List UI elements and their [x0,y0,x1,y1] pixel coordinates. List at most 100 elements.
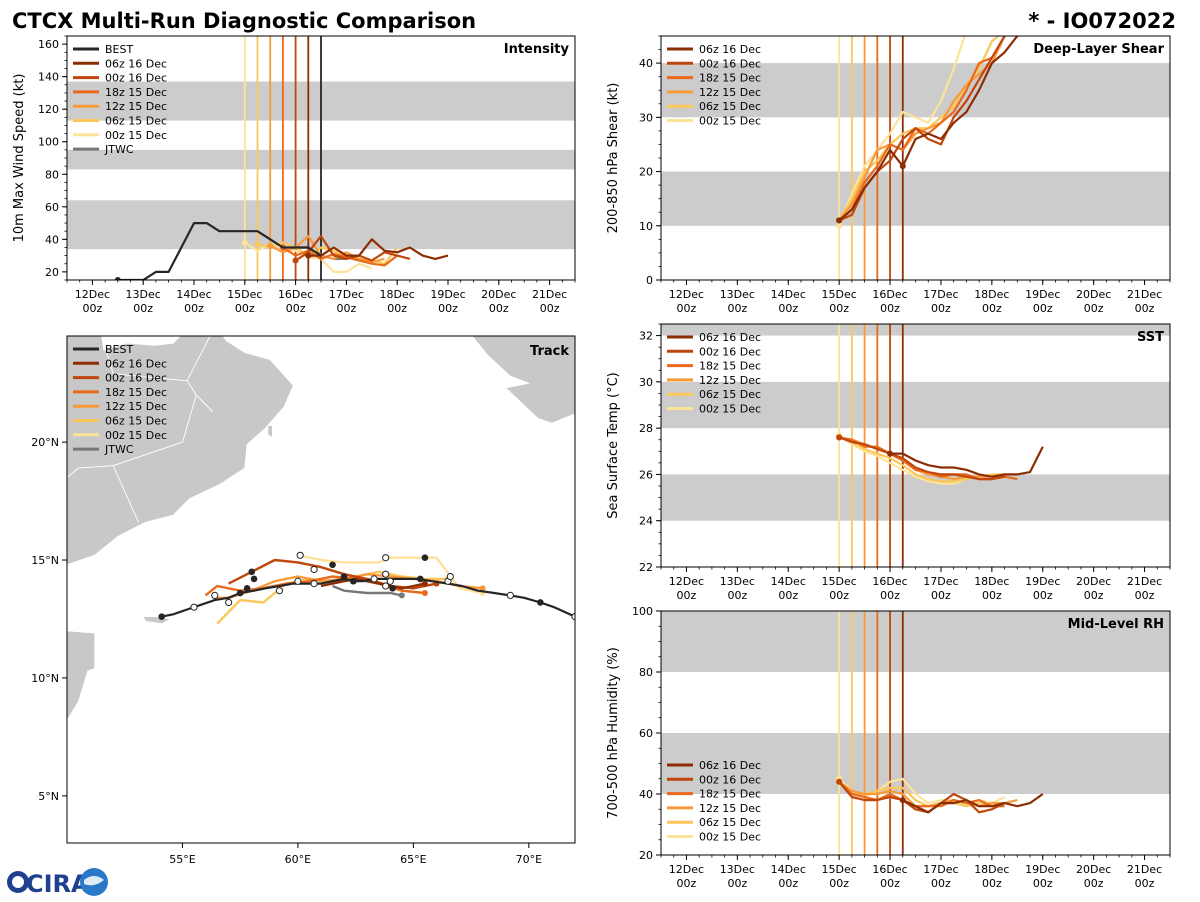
track-land-india [401,336,575,424]
intensity-xtick-hour-4: 00z [286,302,306,315]
shear-xtick-hour-5: 00z [931,302,951,315]
rh-series-start-marker-06z-16-dec [899,797,906,804]
sst-panel-title: SST [1137,330,1164,345]
track-best-marker-filled-8 [248,568,256,576]
storm-id: * - IO072022 [1028,9,1176,33]
shear-panel: 01020304012Dec00z13Dec00z14Dec00z15Dec00… [606,35,1171,315]
sst-ytick-label-4: 30 [639,376,653,389]
intensity-xtick-day-3: 15Dec [227,288,262,301]
track-best-marker-filled-11 [243,585,251,592]
shear-series-line-00z-15-dec [838,36,966,227]
sst-series-line-00z-16-dec [838,436,1005,481]
track-legend-label-2: 00z 16 Dec [105,372,167,385]
cira-logo: CIRA [4,866,108,898]
rh-legend-label-5: 00z 15 Dec [699,831,761,844]
shear-xtick-day-3: 15Dec [822,288,857,301]
shear-xtick-hour-7: 00z [1033,302,1053,315]
intensity-ytick-label-6: 140 [38,71,59,84]
shear-band-0 [661,171,1170,226]
track-best-marker-open-8 [190,603,198,611]
track-legend-label-1: 06z 16 Dec [105,357,167,370]
track-best-marker-open-6 [275,587,284,595]
track-legend-label-0: BEST [105,343,133,356]
rh-legend-label-0: 06z 16 Dec [699,759,761,772]
sst-xtick-hour-7: 00z [1033,589,1053,602]
rh-ytick-label-1: 40 [639,788,653,801]
track-best-marker-filled-1 [389,585,396,592]
intensity-series-start-marker-best [114,277,121,280]
rh-series-start-marker-00z-16-dec [836,778,843,785]
shear-xtick-day-0: 12Dec [669,288,704,301]
intensity-plot-area [67,36,575,280]
shear-legend-label-3: 12z 15 Dec [699,86,761,99]
rh-xtick-hour-1: 00z [727,877,747,890]
sst-xtick-day-9: 21Dec [1127,575,1162,588]
rh-xtick-day-0: 12Dec [669,863,704,876]
intensity-legend-label-7: JTWC [104,143,134,156]
logo-text: CIRA [26,870,90,898]
intensity-xtick-day-9: 21Dec [532,288,567,301]
shear-plot-area [661,36,1170,280]
intensity-series-start-marker-06z-15-dec [254,241,261,248]
track-best-marker-open-16 [310,580,318,588]
track-end-marker-jtwc [398,592,405,599]
track-line-jtwc [332,584,403,597]
rh-xtick-hour-3: 00z [829,877,849,890]
rh-ytick-label-0: 20 [639,849,653,862]
sst-legend-label-2: 18z 15 Dec [699,360,761,373]
intensity-series-start-marker-12z-15-dec [267,242,274,249]
sst-series-line-06z-16-dec [890,446,1044,478]
track-border-3 [195,394,213,412]
intensity-series-line-00z-16-dec [295,235,411,262]
track-line-best [161,577,575,618]
track-best-marker-filled-0 [537,599,544,606]
intensity-series-start-marker-00z-16-dec [292,257,299,264]
sst-legend-label-5: 00z 15 Dec [699,403,761,416]
track-best-marker-open-9 [211,591,219,599]
track-end-marker-06z-16-dec [421,580,428,587]
track-best-marker-filled-6 [340,573,348,580]
track-land-masirah [267,425,273,439]
sst-series-start-marker-00z-16-dec [836,434,843,441]
intensity-ytick-label-1: 40 [45,233,59,246]
intensity-xtick-hour-5: 00z [337,302,357,315]
intensity-xtick-hour-3: 00z [235,302,255,315]
intensity-xtick-day-5: 17Dec [329,288,364,301]
track-best-marker-open-14 [446,572,454,581]
rh-band-0 [661,733,1170,794]
intensity-ytick-label-2: 60 [45,201,59,214]
sst-ytick-label-5: 32 [639,330,653,343]
sst-plot-area [661,324,1170,567]
rh-series-line-00z-16-dec [838,781,1006,814]
shear-series-start-marker-00z-15-dec [836,222,843,229]
sst-xtick-hour-4: 00z [880,589,900,602]
intensity-legend-label-3: 18z 15 Dec [105,86,167,99]
track-end-marker-18z-15-dec [421,590,428,597]
rh-legend-label-1: 00z 16 Dec [699,773,761,786]
shear-legend-label-1: 00z 16 Dec [699,57,761,70]
rh-xtick-hour-9: 00z [1135,877,1155,890]
rh-xtick-hour-5: 00z [931,877,951,890]
shear-ytick-label-4: 40 [639,57,653,70]
track-xtick-label-1: 60°E [285,853,311,866]
rh-legend-label-3: 12z 15 Dec [699,802,761,815]
rh-series-line-18z-15-dec [838,781,1005,808]
intensity-ytick-label-3: 80 [45,168,59,181]
track-border-1 [186,336,211,382]
shear-xtick-hour-0: 00z [677,302,697,315]
intensity-ylabel: 10m Max Wind Speed (kt) [12,74,27,243]
track-best-marker-filled-9 [421,554,429,561]
intensity-xtick-day-8: 20Dec [481,288,516,301]
rh-xtick-hour-0: 00z [677,877,697,890]
sst-xtick-hour-1: 00z [727,589,747,602]
track-plot-area [67,336,575,722]
sst-xtick-hour-6: 00z [982,589,1002,602]
intensity-xtick-hour-8: 00z [489,302,509,315]
intensity-legend-label-2: 00z 16 Dec [105,72,167,85]
figure-title: CTCX Multi-Run Diagnostic Comparison [12,9,476,33]
shear-legend-label-5: 00z 15 Dec [699,115,761,128]
track-best-marker-open-13 [310,565,318,574]
shear-xtick-hour-9: 00z [1135,302,1155,315]
intensity-series-line-best [117,222,322,280]
rh-xtick-hour-8: 00z [1084,877,1104,890]
